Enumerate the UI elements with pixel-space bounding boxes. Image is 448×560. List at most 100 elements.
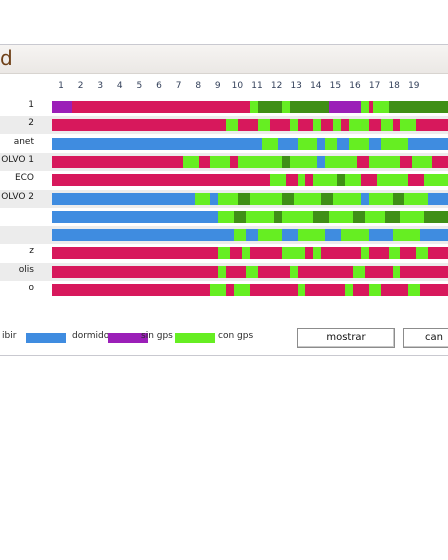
status-segment bbox=[226, 119, 239, 132]
status-segment bbox=[388, 101, 448, 113]
hour-label: 1 bbox=[58, 81, 64, 91]
status-segment bbox=[52, 119, 227, 132]
status-segment bbox=[317, 137, 326, 150]
status-segment bbox=[297, 229, 326, 242]
status-segment bbox=[408, 137, 448, 150]
status-bar bbox=[52, 155, 448, 168]
hour-label: 17 bbox=[368, 81, 381, 91]
report-window: d 1 2 3 4 5 6 7 8 9 10 11 12 13 14 15 16 17 18 19 1 2 anet OL… bbox=[0, 44, 448, 356]
vehicle-row[interactable]: 2 bbox=[0, 116, 448, 135]
vehicle-row[interactable]: z bbox=[0, 244, 448, 262]
status-segment bbox=[368, 119, 381, 132]
status-segment bbox=[368, 101, 373, 113]
status-segment bbox=[364, 265, 393, 278]
hour-label: 6 bbox=[156, 81, 162, 91]
status-segment bbox=[277, 137, 298, 150]
status-bar bbox=[52, 137, 448, 150]
status-segment bbox=[52, 155, 183, 168]
status-segment bbox=[368, 284, 381, 296]
status-segment bbox=[297, 174, 306, 187]
status-segment bbox=[329, 210, 353, 223]
legend-label-transmit: ibir bbox=[2, 331, 17, 341]
hour-label: 18 bbox=[388, 81, 400, 91]
status-segment bbox=[364, 210, 385, 223]
status-segment bbox=[269, 119, 290, 132]
status-segment bbox=[352, 265, 365, 278]
legend-label-con-gps: con gps bbox=[218, 331, 254, 341]
status-segment bbox=[226, 284, 235, 296]
status-segment bbox=[281, 247, 306, 260]
vehicle-label: 1 bbox=[28, 100, 34, 110]
status-segment bbox=[198, 155, 211, 168]
vehicle-row[interactable]: anet bbox=[0, 135, 448, 153]
hour-label: 4 bbox=[116, 81, 123, 91]
status-segment bbox=[285, 174, 298, 187]
vehicle-row[interactable]: OLVO 2 bbox=[0, 189, 448, 208]
legend-swatch-con-gps bbox=[175, 333, 215, 343]
status-segment bbox=[261, 137, 278, 150]
hour-label: 5 bbox=[136, 81, 143, 91]
status-segment bbox=[238, 155, 282, 168]
status-segment bbox=[289, 155, 318, 168]
status-segment bbox=[281, 192, 294, 205]
status-segment bbox=[257, 229, 282, 242]
status-segment bbox=[182, 155, 199, 168]
status-segment bbox=[273, 210, 282, 223]
status-segment bbox=[238, 192, 250, 205]
status-segment bbox=[218, 192, 239, 205]
vehicle-row[interactable] bbox=[0, 208, 448, 226]
status-segment bbox=[416, 119, 448, 132]
vehicle-row[interactable]: o bbox=[0, 281, 448, 299]
status-segment bbox=[368, 229, 393, 242]
status-segment bbox=[404, 192, 429, 205]
vehicle-label: z bbox=[29, 246, 34, 257]
status-bar bbox=[52, 192, 448, 205]
status-segment bbox=[372, 101, 389, 113]
vehicle-row[interactable]: olis bbox=[0, 262, 448, 281]
status-segment bbox=[210, 284, 227, 296]
status-segment bbox=[380, 137, 409, 150]
hour-label: 10 bbox=[231, 81, 244, 91]
status-segment bbox=[380, 284, 409, 296]
status-segment bbox=[392, 229, 421, 242]
status-segment bbox=[238, 119, 258, 132]
status-segment bbox=[226, 265, 247, 278]
status-segment bbox=[424, 174, 448, 187]
status-segment bbox=[246, 265, 258, 278]
status-segment bbox=[234, 229, 247, 242]
vehicle-row[interactable]: 1 bbox=[0, 98, 448, 116]
status-bar bbox=[52, 210, 448, 223]
show-button[interactable]: mostrar bbox=[297, 328, 395, 348]
status-segment bbox=[337, 137, 349, 150]
status-segment bbox=[250, 192, 282, 205]
status-segment bbox=[313, 210, 330, 223]
status-segment bbox=[257, 101, 282, 113]
status-segment bbox=[345, 174, 361, 187]
legend-label-sin-gps: sin gps bbox=[141, 331, 173, 341]
hour-label: 8 bbox=[195, 81, 202, 91]
status-segment bbox=[341, 229, 369, 242]
status-segment bbox=[412, 155, 433, 168]
hour-label: 3 bbox=[97, 81, 104, 91]
status-segment bbox=[52, 192, 195, 205]
status-bar bbox=[52, 265, 448, 278]
status-segment bbox=[341, 119, 349, 132]
status-segment bbox=[325, 137, 338, 150]
cancel-button[interactable]: can bbox=[403, 328, 448, 348]
status-segment bbox=[400, 119, 417, 132]
status-segment bbox=[428, 247, 448, 260]
vehicle-row[interactable] bbox=[0, 226, 448, 245]
hour-label: 13 bbox=[290, 81, 302, 91]
status-segment bbox=[325, 229, 342, 242]
status-segment bbox=[269, 174, 286, 187]
status-segment bbox=[424, 210, 448, 223]
legend-swatch-sin-gps bbox=[108, 333, 148, 343]
status-segment bbox=[321, 119, 334, 132]
hour-label: 7 bbox=[175, 81, 182, 91]
vehicle-row[interactable]: OLVO 1 bbox=[0, 152, 448, 171]
vehicle-row[interactable]: ECO bbox=[0, 171, 448, 189]
status-segment bbox=[349, 119, 369, 132]
status-segment bbox=[297, 119, 314, 132]
status-segment bbox=[313, 247, 322, 260]
status-segment bbox=[313, 119, 322, 132]
